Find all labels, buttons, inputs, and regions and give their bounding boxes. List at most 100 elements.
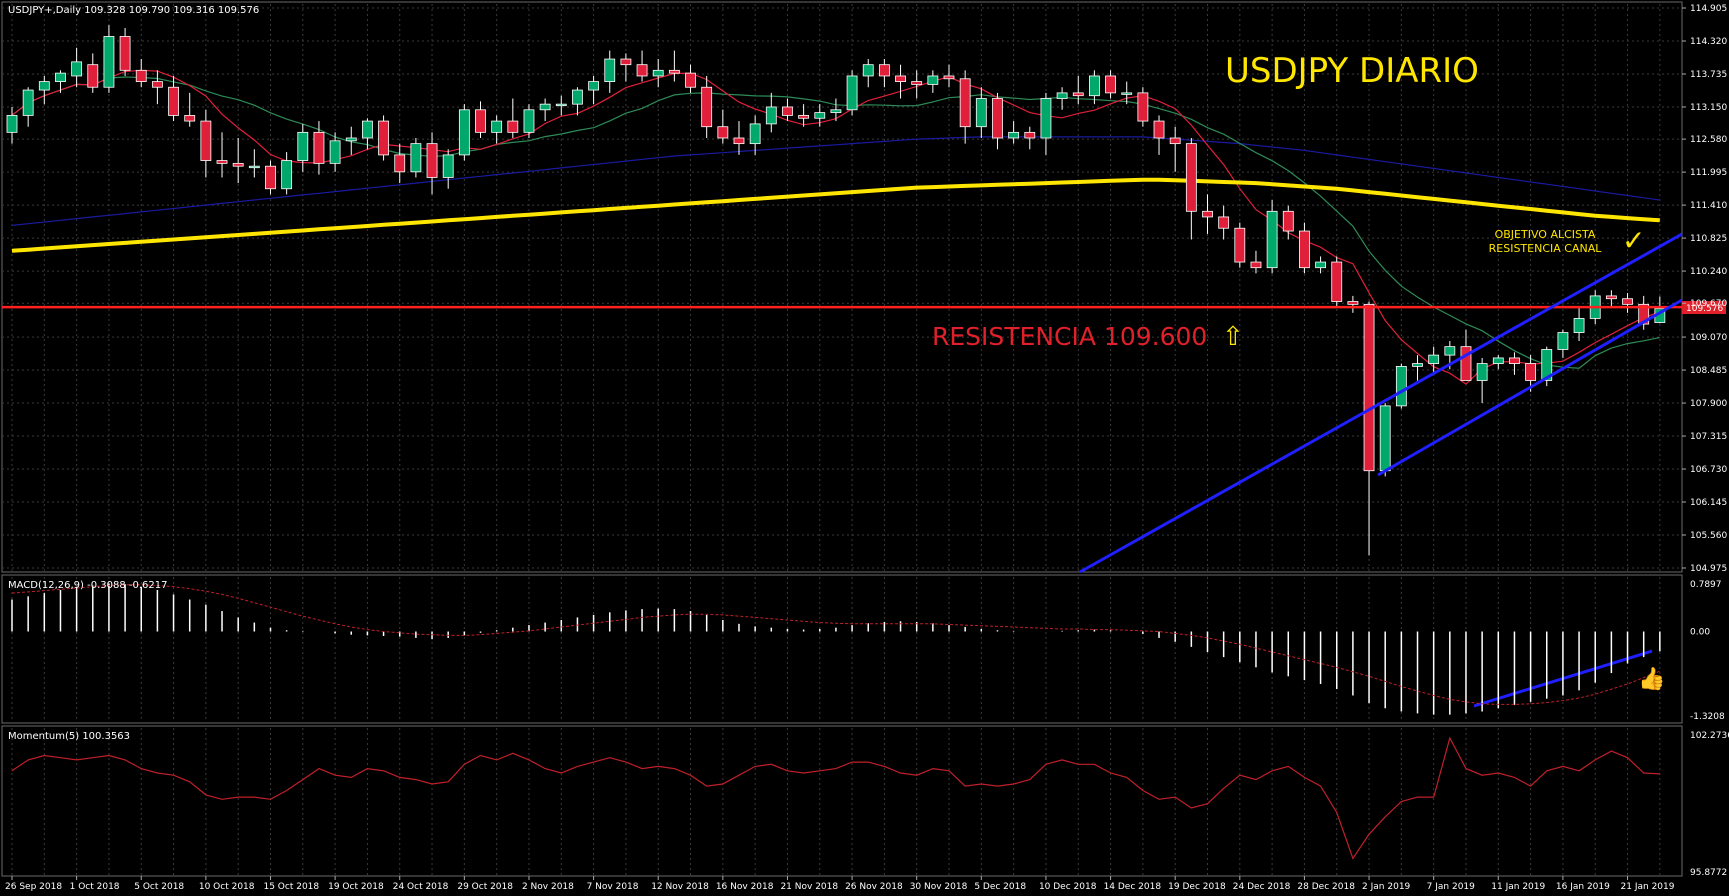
candle	[1509, 352, 1520, 375]
candle	[1072, 75, 1084, 105]
candle	[1315, 256, 1326, 274]
channel-line-upper[interactable]	[1079, 232, 1683, 574]
date-tick-label: 21 Nov 2018	[780, 882, 838, 892]
date-tick-label: 24 Oct 2018	[393, 882, 449, 892]
date-tick-label: 26 Nov 2018	[845, 882, 903, 892]
candle-body	[1266, 210, 1278, 269]
candle-body	[345, 137, 357, 142]
candle	[1379, 403, 1391, 477]
candle-body	[6, 115, 18, 133]
candle	[281, 152, 293, 195]
price-tag: 109.576	[1686, 304, 1723, 314]
date-tick-label: 5 Dec 2018	[974, 882, 1026, 892]
candle	[1573, 307, 1585, 342]
candle	[394, 143, 406, 184]
candle-body	[38, 81, 50, 91]
candle	[200, 109, 212, 178]
date-tick-label: 12 Nov 2018	[651, 882, 709, 892]
candle	[248, 149, 260, 178]
candle	[1185, 137, 1197, 240]
candle-body	[1040, 98, 1052, 139]
candle-body	[1492, 357, 1504, 364]
candle-body	[1622, 298, 1633, 305]
candle-body	[733, 137, 745, 145]
candle	[1169, 126, 1181, 172]
candle	[442, 149, 454, 189]
candle	[1622, 293, 1633, 313]
candle	[184, 92, 196, 127]
macd-panel-frame	[1, 574, 1683, 724]
candle-body	[426, 143, 438, 178]
candle	[830, 98, 842, 122]
price-tick-label: 106.730	[1690, 465, 1727, 475]
price-tick-label: 111.410	[1690, 201, 1727, 211]
candle-body	[362, 120, 373, 139]
candle-body	[1460, 346, 1472, 381]
candle	[22, 87, 34, 127]
candle-body	[1008, 131, 1020, 139]
candle-body	[1476, 363, 1488, 381]
candle-body	[1185, 143, 1197, 212]
candle	[297, 123, 309, 172]
candle	[1105, 70, 1116, 99]
candle-body	[830, 109, 842, 114]
candle-body	[878, 64, 890, 77]
price-tick-label: 109.670	[1690, 299, 1727, 309]
up-arrow-icon: ⇧	[1222, 322, 1244, 352]
candle	[1024, 126, 1036, 150]
candle-body	[668, 69, 680, 74]
candle	[103, 25, 115, 93]
candle-body	[1444, 346, 1456, 356]
date-tick-label: 2 Jan 2019	[1362, 882, 1410, 892]
candle	[1557, 329, 1569, 358]
candle-body	[1202, 210, 1213, 218]
date-tick-label: 7 Nov 2018	[587, 882, 639, 892]
candle-body	[1331, 261, 1343, 302]
candle	[1605, 290, 1617, 308]
candle-body	[1557, 332, 1569, 350]
candle	[119, 28, 131, 76]
candle-body	[588, 81, 600, 91]
candle-body	[458, 109, 470, 156]
candle-body	[895, 75, 906, 82]
candle	[1137, 87, 1149, 127]
candle-body	[200, 120, 212, 161]
price-tick-label: 113.735	[1690, 70, 1727, 80]
candle-body	[22, 89, 34, 116]
price-tick-label: 114.320	[1690, 37, 1727, 47]
candle-body	[1428, 354, 1440, 364]
candle	[1202, 194, 1213, 234]
channel-line-lower[interactable]	[1377, 298, 1683, 477]
candle	[1331, 256, 1343, 308]
candle-body	[71, 61, 83, 77]
candle-body	[717, 126, 729, 139]
date-tick-label: 16 Nov 2018	[716, 882, 774, 892]
candle-body	[184, 115, 196, 122]
candle	[475, 101, 486, 138]
candle-body	[1282, 210, 1294, 232]
candle	[862, 59, 874, 88]
date-tick-label: 11 Jan 2019	[1491, 882, 1545, 892]
candle-body	[1088, 75, 1100, 97]
candle-body	[523, 109, 535, 133]
macd-tick-label: 0.00	[1690, 628, 1710, 638]
candle-body	[1379, 405, 1391, 472]
candle	[992, 92, 1003, 150]
candle	[491, 115, 503, 144]
candle-body	[394, 154, 406, 173]
candle	[749, 115, 761, 155]
candle	[733, 121, 745, 155]
candle	[798, 104, 810, 127]
candle	[1008, 121, 1020, 144]
candle	[1282, 205, 1294, 240]
candlesticks	[6, 25, 1666, 556]
ma-slow-line	[11, 136, 1660, 226]
candle-body	[749, 123, 761, 145]
price-tick-label: 111.995	[1690, 168, 1727, 178]
candle	[151, 70, 163, 105]
candle	[1056, 87, 1068, 110]
date-tick-label: 7 Jan 2019	[1427, 882, 1475, 892]
candle	[1266, 200, 1278, 274]
candle-body	[168, 86, 179, 116]
